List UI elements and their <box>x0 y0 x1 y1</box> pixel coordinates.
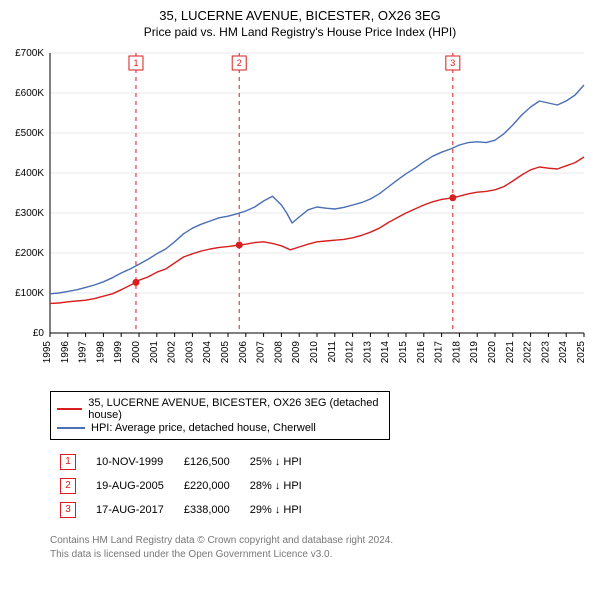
x-tick-label: 2010 <box>309 341 320 364</box>
x-tick-label: 1996 <box>60 341 71 364</box>
sale-price: £126,500 <box>174 450 240 474</box>
x-tick-label: 2024 <box>558 341 569 364</box>
y-tick-label: £700K <box>15 48 44 59</box>
x-tick-label: 2002 <box>167 341 178 364</box>
x-tick-label: 2012 <box>345 341 356 364</box>
sales-table: 1 10-NOV-1999£126,50025% ↓ HPI 2 19-AUG-200… <box>50 450 312 522</box>
sale-date: 10-NOV-1999 <box>86 450 174 474</box>
x-tick-label: 2003 <box>184 341 195 364</box>
sale-marker-badge: 1 <box>133 58 138 68</box>
attribution-line-1: Contains HM Land Registry data © Crown c… <box>50 534 592 548</box>
chart-container: £0 £100K £200K £300K £400K £500K £600K £700K 199… <box>8 45 592 385</box>
x-tick-label: 2025 <box>576 341 587 364</box>
sale-marker-badge: 2 <box>237 58 242 68</box>
x-tick-label: 2005 <box>220 341 231 364</box>
sale-vs-hpi: 25% ↓ HPI <box>240 450 312 474</box>
price-chart: £0 £100K £200K £300K £400K £500K £600K £700K 199… <box>8 45 592 385</box>
sale-badge: 3 <box>60 502 76 518</box>
x-tick-label: 2008 <box>273 341 284 364</box>
attribution: Contains HM Land Registry data © Crown c… <box>50 534 592 561</box>
sale-price: £338,000 <box>174 498 240 522</box>
x-tick-label: 2016 <box>416 341 427 364</box>
legend: 35, LUCERNE AVENUE, BICESTER, OX26 3EG (… <box>50 391 390 440</box>
chart-title: 35, LUCERNE AVENUE, BICESTER, OX26 3EG <box>8 8 592 23</box>
x-tick-label: 2001 <box>149 341 160 364</box>
x-tick-label: 2009 <box>291 341 302 364</box>
sale-vs-hpi: 29% ↓ HPI <box>240 498 312 522</box>
x-tick-label: 2023 <box>540 341 551 364</box>
sale-price: £220,000 <box>174 474 240 498</box>
y-tick-label: £100K <box>15 288 44 299</box>
legend-row: HPI: Average price, detached house, Cher… <box>57 422 383 434</box>
sales-row: 1 10-NOV-1999£126,50025% ↓ HPI <box>50 450 312 474</box>
y-tick-label: £500K <box>15 128 44 139</box>
sale-vs-hpi: 28% ↓ HPI <box>240 474 312 498</box>
sale-badge: 1 <box>60 454 76 470</box>
x-tick-label: 2007 <box>256 341 267 364</box>
x-tick-label: 1995 <box>42 341 53 364</box>
y-tick-label: £600K <box>15 88 44 99</box>
x-tick-label: 2022 <box>523 341 534 364</box>
x-tick-label: 2020 <box>487 341 498 364</box>
legend-label: HPI: Average price, detached house, Cher… <box>91 422 316 434</box>
y-tick-label: £400K <box>15 168 44 179</box>
y-tick-label: £200K <box>15 248 44 259</box>
legend-label: 35, LUCERNE AVENUE, BICESTER, OX26 3EG (… <box>88 397 383 421</box>
sale-date: 19-AUG-2005 <box>86 474 174 498</box>
chart-subtitle: Price paid vs. HM Land Registry's House … <box>8 25 592 39</box>
sales-row: 2 19-AUG-2005£220,00028% ↓ HPI <box>50 474 312 498</box>
y-tick-label: £300K <box>15 208 44 219</box>
x-tick-label: 1999 <box>113 341 124 364</box>
x-tick-label: 1997 <box>78 341 89 364</box>
legend-row: 35, LUCERNE AVENUE, BICESTER, OX26 3EG (… <box>57 397 383 421</box>
x-tick-label: 2000 <box>131 341 142 364</box>
attribution-line-2: This data is licensed under the Open Gov… <box>50 548 592 562</box>
x-tick-label: 2021 <box>505 341 516 364</box>
sale-date: 17-AUG-2017 <box>86 498 174 522</box>
title-block: 35, LUCERNE AVENUE, BICESTER, OX26 3EG P… <box>8 8 592 39</box>
x-tick-label: 2017 <box>434 341 445 364</box>
x-tick-label: 2013 <box>362 341 373 364</box>
x-tick-label: 2015 <box>398 341 409 364</box>
sale-marker-badge: 3 <box>450 58 455 68</box>
sales-row: 3 17-AUG-2017£338,00029% ↓ HPI <box>50 498 312 522</box>
x-tick-label: 2011 <box>327 341 338 363</box>
x-tick-label: 1998 <box>95 341 106 364</box>
x-tick-label: 2004 <box>202 341 213 364</box>
x-tick-label: 2014 <box>380 341 391 364</box>
x-tick-label: 2006 <box>238 341 249 364</box>
y-tick-label: £0 <box>33 328 45 339</box>
x-tick-label: 2019 <box>469 341 480 364</box>
legend-swatch <box>57 427 85 429</box>
sale-badge: 2 <box>60 478 76 494</box>
x-tick-label: 2018 <box>451 341 462 364</box>
legend-swatch <box>57 408 82 410</box>
